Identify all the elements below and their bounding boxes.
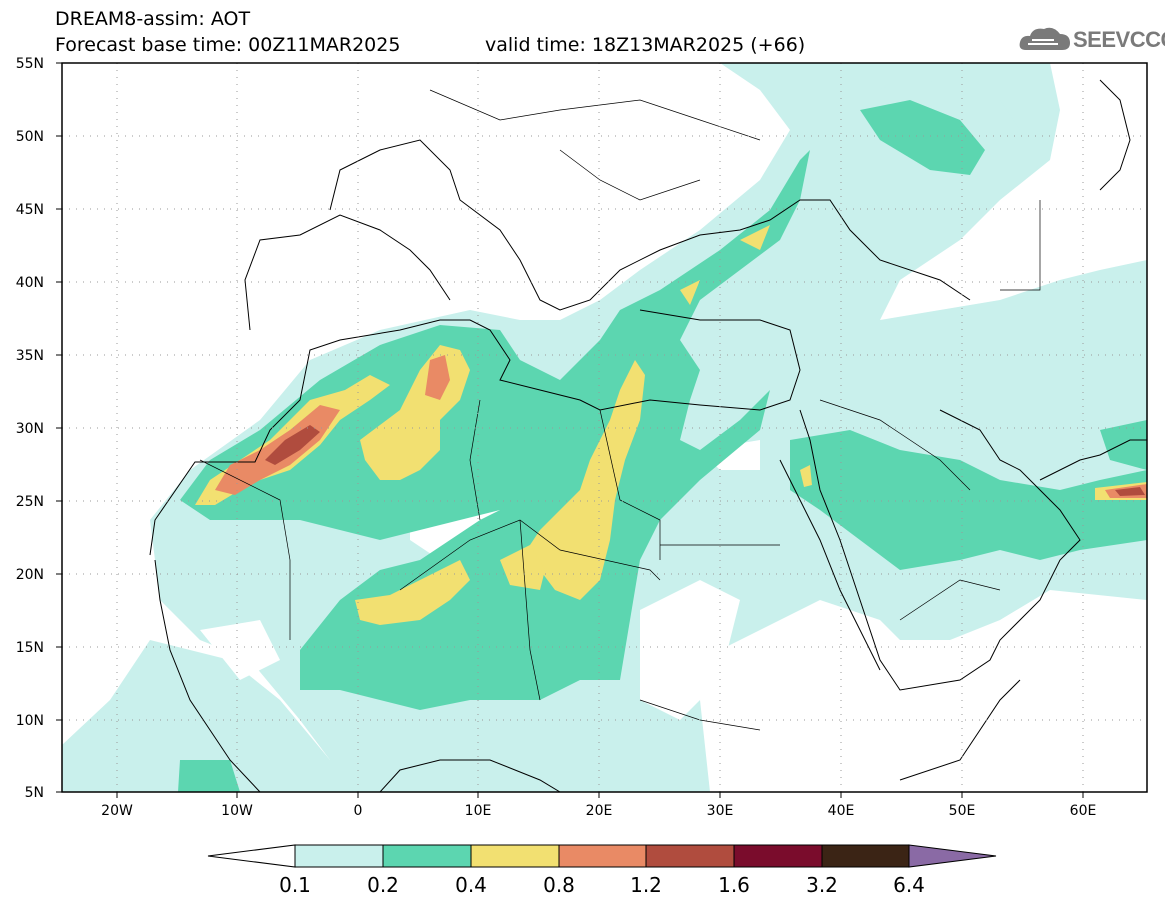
- lon-label: 10E: [465, 803, 492, 819]
- lat-label: 20N: [16, 567, 44, 583]
- lon-label: 50E: [949, 803, 976, 819]
- logo-text: SEEVCCC: [1073, 27, 1165, 52]
- legend-arrow-left: [207, 844, 296, 868]
- lat-label: 50N: [16, 129, 44, 145]
- legend-label: 1.2: [630, 873, 662, 897]
- legend-swatch: [382, 844, 472, 868]
- lat-label: 40N: [16, 275, 44, 291]
- legend-arrow-right: [908, 844, 997, 868]
- lon-label: 0: [354, 803, 363, 819]
- lat-label: 10N: [16, 713, 44, 729]
- grid-lines: [62, 63, 1147, 792]
- lat-label: 25N: [16, 494, 44, 510]
- forecast-base-time: Forecast base time: 00Z11MAR2025: [55, 34, 401, 56]
- legend-label: 1.6: [718, 873, 750, 897]
- map-title: DREAM8-assim: AOT: [55, 8, 251, 30]
- legend-label: 6.4: [893, 873, 925, 897]
- legend-swatch: [558, 844, 647, 868]
- legend-label: 0.4: [455, 873, 487, 897]
- lat-label: 30N: [16, 421, 44, 437]
- legend-label: 0.1: [279, 873, 311, 897]
- legend-swatch: [470, 844, 560, 868]
- legend-swatch: [821, 844, 910, 868]
- lon-label: 30E: [707, 803, 734, 819]
- legend-label: 0.2: [367, 873, 399, 897]
- aot-contours: [62, 63, 1147, 792]
- legend-swatch: [645, 844, 735, 868]
- lat-label: 55N: [16, 56, 44, 72]
- lat-label: 5N: [25, 785, 44, 801]
- lon-label: 20W: [101, 803, 133, 819]
- lon-label: 60E: [1070, 803, 1097, 819]
- cloud-icon: [1019, 27, 1070, 50]
- lon-label: 20E: [586, 803, 613, 819]
- lat-label: 35N: [16, 348, 44, 364]
- lat-label: 45N: [16, 202, 44, 218]
- lat-label: 15N: [16, 640, 44, 656]
- legend-labels: 0.1 0.2 0.4 0.8 1.2 1.6 3.2 6.4: [279, 873, 925, 897]
- color-legend: [207, 844, 997, 868]
- lon-label: 10W: [221, 803, 253, 819]
- valid-time: valid time: 18Z13MAR2025 (+66): [485, 34, 806, 56]
- lon-label: 40E: [828, 803, 855, 819]
- legend-swatch: [294, 844, 384, 868]
- legend-label: 3.2: [806, 873, 838, 897]
- latitude-labels: 55N 50N 45N 40N 35N 30N 25N 20N 15N 10N …: [16, 56, 44, 801]
- legend-swatch: [733, 844, 823, 868]
- legend-label: 0.8: [543, 873, 575, 897]
- longitude-labels: 20W 10W 0 10E 20E 30E 40E 50E 60E: [101, 803, 1096, 819]
